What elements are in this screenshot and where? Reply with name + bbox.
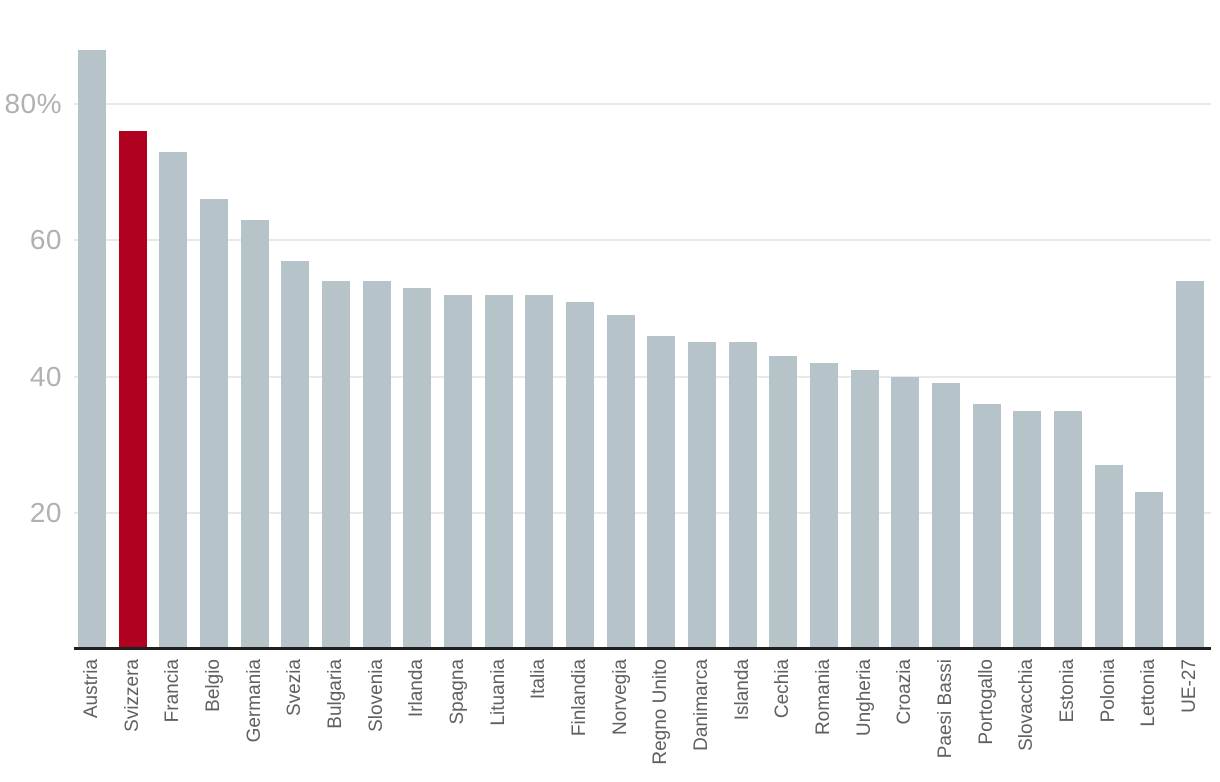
bar-germania [240, 219, 269, 649]
gridline-80 [74, 103, 1211, 106]
bar-cechia [769, 356, 798, 649]
x-tick-label-estonia: Estonia [1057, 659, 1078, 723]
bar-romania [810, 362, 838, 649]
bar-lettonia [1135, 492, 1164, 649]
x-tick-label-svezia: Svezia [284, 659, 306, 717]
bar-italia [525, 294, 554, 649]
x-tick-label-danimarca: Danimarca [691, 659, 712, 751]
bar-lituania [484, 294, 513, 649]
x-tick-label-italia: Italia [528, 659, 550, 700]
x-tick-label-ungheria: Ungheria [853, 659, 875, 737]
x-tick-label-slovenia: Slovenia [365, 659, 387, 732]
bar-belgio [200, 199, 228, 649]
x-tick-label-lituania: Lituania [487, 659, 509, 726]
bar-norvegia [606, 315, 635, 649]
bar-danimarca [688, 342, 716, 649]
x-tick-label-slovacchia: Slovacchia [1016, 659, 1038, 751]
y-tick-label-80: 80% [4, 88, 62, 120]
x-axis-line [74, 647, 1211, 650]
x-tick-label-islanda: Islanda [731, 659, 753, 721]
x-tick-label-portogallo: Portogallo [975, 659, 997, 745]
y-tick-label-40: 40 [29, 360, 62, 392]
x-tick-label-ue-27: UE-27 [1179, 659, 1200, 713]
x-tick-label-francia: Francia [162, 659, 184, 723]
bar-estonia [1054, 410, 1082, 649]
bar-finlandia [566, 301, 594, 649]
bar-irlanda [403, 287, 432, 649]
x-tick-label-bulgaria: Bulgaria [325, 659, 346, 729]
x-tick-label-cechia: Cechia [772, 659, 794, 719]
bar-regno-unito [647, 335, 676, 649]
bar-paesi-bassi [932, 383, 960, 649]
bar-slovenia [362, 281, 391, 649]
gridline-60 [74, 239, 1211, 242]
x-tick-label-regno-unito: Regno Unito [650, 659, 672, 765]
bar-francia [159, 151, 188, 649]
x-tick-label-lettonia: Lettonia [1138, 659, 1160, 727]
bar-islanda [728, 342, 757, 649]
bar-ue-27 [1176, 281, 1204, 649]
y-tick-label-60: 60 [29, 224, 62, 256]
bar-croazia [891, 376, 920, 649]
bar-bulgaria [322, 281, 350, 649]
bar-polonia [1094, 465, 1123, 649]
bar-ungheria [850, 369, 879, 649]
x-tick-label-croazia: Croazia [894, 659, 916, 725]
x-tick-label-svizzera: Svizzera [121, 659, 143, 732]
bar-austria [78, 49, 106, 649]
bar-svezia [281, 260, 310, 649]
x-tick-label-belgio: Belgio [203, 659, 224, 712]
x-tick-label-irlanda: Irlanda [406, 659, 428, 718]
x-tick-label-polonia: Polonia [1097, 659, 1119, 723]
bar-svizzera [118, 131, 147, 649]
x-tick-label-romania: Romania [813, 659, 834, 736]
gridline-40 [74, 375, 1211, 378]
bar-slovacchia [1013, 410, 1042, 649]
x-tick-label-finlandia: Finlandia [569, 659, 590, 737]
x-tick-label-spagna: Spagna [447, 659, 468, 725]
bar-portogallo [972, 403, 1001, 649]
bar-spagna [444, 294, 472, 649]
x-tick-label-austria: Austria [81, 659, 102, 719]
x-tick-label-norvegia: Norvegia [609, 659, 631, 736]
x-tick-label-paesi-bassi: Paesi Bassi [935, 659, 956, 759]
y-tick-label-20: 20 [29, 496, 62, 528]
gridline-20 [74, 511, 1211, 514]
x-tick-label-germania: Germania [243, 659, 265, 743]
